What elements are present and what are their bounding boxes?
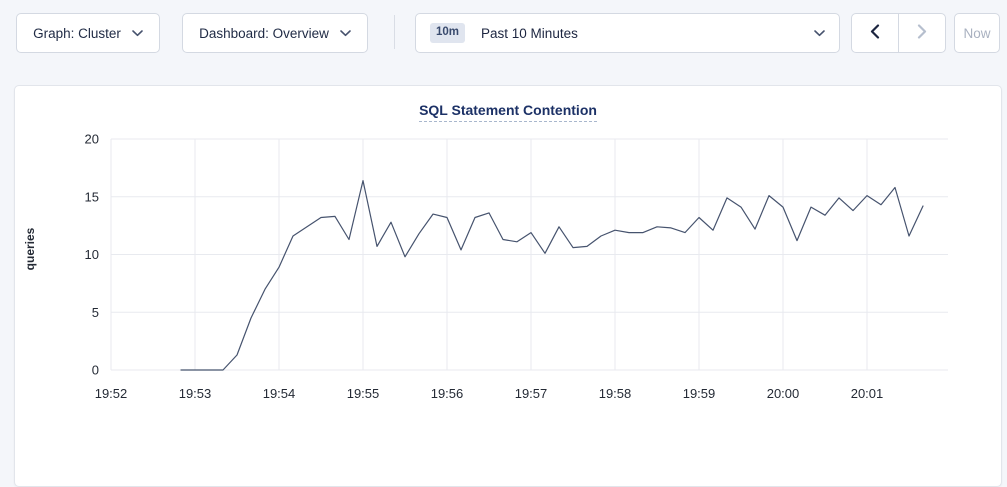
line-chart-plot-area[interactable]: 19:52 19:53 19:54 19:55 19:56 19:57 19:58 19:59… xyxy=(15,86,1001,416)
toolbar-divider xyxy=(394,15,395,49)
dashboard-label: Dashboard: Overview xyxy=(199,25,329,41)
svg-text:19:53: 19:53 xyxy=(179,386,212,401)
time-window-badge: 10m xyxy=(430,23,466,43)
svg-text:20:01: 20:01 xyxy=(851,386,884,401)
svg-text:19:58: 19:58 xyxy=(599,386,632,401)
time-range-label: Past 10 Minutes xyxy=(481,25,578,41)
graph-scope-dropdown[interactable]: Graph: Cluster xyxy=(16,13,160,53)
svg-text:19:55: 19:55 xyxy=(347,386,380,401)
chevron-right-icon xyxy=(917,24,927,42)
time-range-dropdown[interactable]: 10m Past 10 Minutes xyxy=(415,13,840,53)
now-button[interactable]: Now xyxy=(954,13,1000,53)
svg-text:15: 15 xyxy=(85,189,99,204)
svg-text:19:54: 19:54 xyxy=(263,386,296,401)
svg-text:5: 5 xyxy=(92,305,99,320)
svg-text:10: 10 xyxy=(85,247,99,262)
chart-title: SQL Statement Contention xyxy=(15,102,1001,122)
svg-text:19:59: 19:59 xyxy=(683,386,716,401)
chevron-left-icon xyxy=(870,24,880,42)
dashboard-dropdown[interactable]: Dashboard: Overview xyxy=(182,13,368,53)
time-step-control xyxy=(851,13,946,53)
y-axis-label: queries xyxy=(23,227,37,271)
svg-text:20:00: 20:00 xyxy=(767,386,800,401)
svg-text:20: 20 xyxy=(85,132,99,147)
sql-statement-contention-chart-card: SQL Statement Contention queries 19:52 19… xyxy=(14,85,1002,487)
prev-time-window-button[interactable] xyxy=(852,14,899,52)
metrics-toolbar: Graph: Cluster Dashboard: Overview 10m P… xyxy=(0,0,1007,70)
graph-scope-label: Graph: Cluster xyxy=(33,25,121,41)
svg-text:19:56: 19:56 xyxy=(431,386,464,401)
svg-text:19:52: 19:52 xyxy=(95,386,128,401)
chevron-down-icon xyxy=(340,29,351,37)
svg-text:0: 0 xyxy=(92,363,99,378)
svg-text:19:57: 19:57 xyxy=(515,386,548,401)
chevron-down-icon xyxy=(814,29,825,37)
now-button-label: Now xyxy=(963,25,991,41)
chevron-down-icon xyxy=(132,29,143,37)
next-time-window-button[interactable] xyxy=(899,14,945,52)
